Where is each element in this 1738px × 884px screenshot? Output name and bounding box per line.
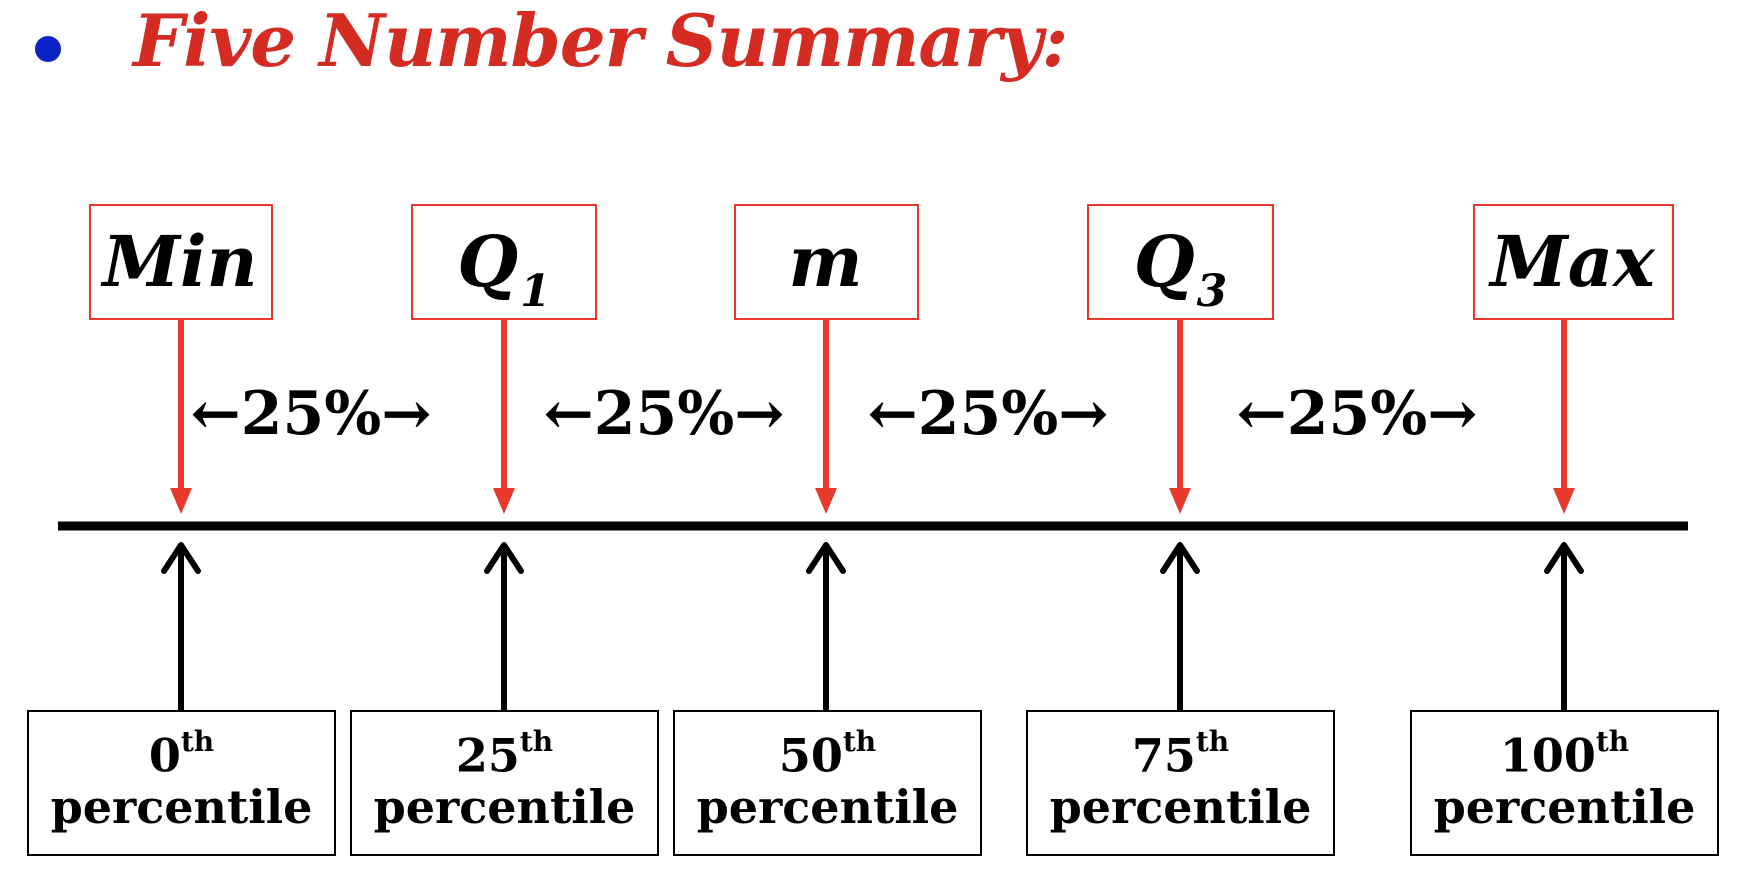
percentile-number: 0th — [148, 725, 215, 783]
stat-box-max: Max — [1473, 204, 1674, 320]
percentile-number: 75th — [1131, 725, 1230, 783]
stat-label-q3: Q3 — [1133, 220, 1228, 317]
percentile-number: 25th — [455, 725, 554, 783]
percentile-number: 50th — [778, 725, 877, 783]
black-arrow-group — [161, 542, 1584, 710]
page-title: Five Number Summary: — [133, 0, 1068, 83]
stat-label-max: Max — [1490, 220, 1655, 303]
stat-label-q1: Q1 — [457, 220, 551, 317]
gap-label-4: ←25%→ — [1236, 379, 1478, 449]
percentile-box-50: 50th percentile — [673, 710, 982, 856]
gap-label-2: ←25%→ — [543, 379, 785, 449]
percentile-box-0: 0th percentile — [27, 710, 336, 856]
red-arrow-head-median — [815, 488, 837, 514]
black-arrow-head-q3 — [1160, 542, 1200, 574]
percentile-number: 100th — [1499, 725, 1630, 783]
percentile-word: percentile — [1049, 779, 1312, 834]
gap-label-3: ←25%→ — [867, 379, 1109, 449]
percentile-word: percentile — [696, 779, 959, 834]
percentile-word: percentile — [50, 779, 313, 834]
percentile-box-100: 100th percentile — [1410, 710, 1719, 856]
gap-label-1: ←25%→ — [190, 379, 432, 449]
stat-box-min: Min — [89, 204, 273, 320]
red-arrow-head-q1 — [493, 488, 515, 514]
bullet-point — [35, 36, 61, 62]
percentile-box-25: 25th percentile — [350, 710, 659, 856]
stat-label-min: Min — [102, 220, 258, 303]
red-arrow-head-min — [170, 488, 192, 514]
black-arrow-head-q1 — [484, 542, 524, 574]
red-arrow-head-max — [1553, 488, 1575, 514]
stat-label-median: m — [788, 220, 863, 303]
red-arrow-head-q3 — [1169, 488, 1191, 514]
percentile-box-75: 75th percentile — [1026, 710, 1335, 856]
stat-box-median: m — [734, 204, 919, 320]
stat-box-q3: Q3 — [1087, 204, 1274, 320]
black-arrow-head-max — [1544, 542, 1584, 574]
percentile-word: percentile — [373, 779, 636, 834]
red-arrow-group — [170, 312, 1575, 514]
black-arrow-head-min — [161, 542, 201, 574]
percentile-word: percentile — [1433, 779, 1696, 834]
stat-box-q1: Q1 — [411, 204, 597, 320]
black-arrow-head-median — [806, 542, 846, 574]
